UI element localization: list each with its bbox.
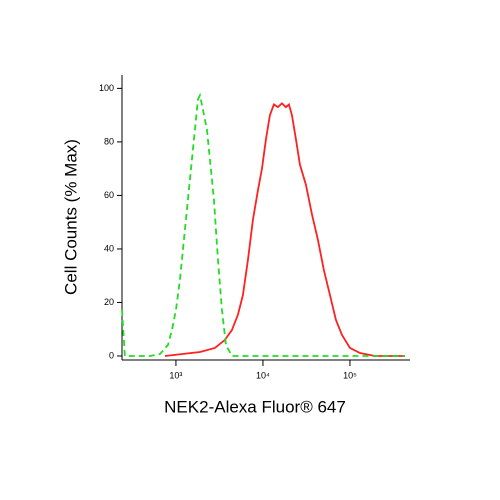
y-tick-label: 100 <box>99 83 114 93</box>
x-tick-label: 10⁵ <box>343 370 357 380</box>
y-tick-label: 80 <box>104 136 114 146</box>
y-tick-label: 0 <box>109 350 114 360</box>
y-tick-label: 60 <box>104 190 114 200</box>
y-tick-label: 40 <box>104 243 114 253</box>
series-line <box>121 92 405 357</box>
x-tick-label: 10³ <box>169 370 182 380</box>
series-line <box>164 102 405 357</box>
y-tick-label: 20 <box>104 297 114 307</box>
y-axis-label: Cell Counts (% Max) <box>61 139 80 295</box>
x-axis-label: NEK2-Alexa Fluor® 647 <box>164 397 346 416</box>
x-tick-label: 10⁴ <box>256 370 270 380</box>
